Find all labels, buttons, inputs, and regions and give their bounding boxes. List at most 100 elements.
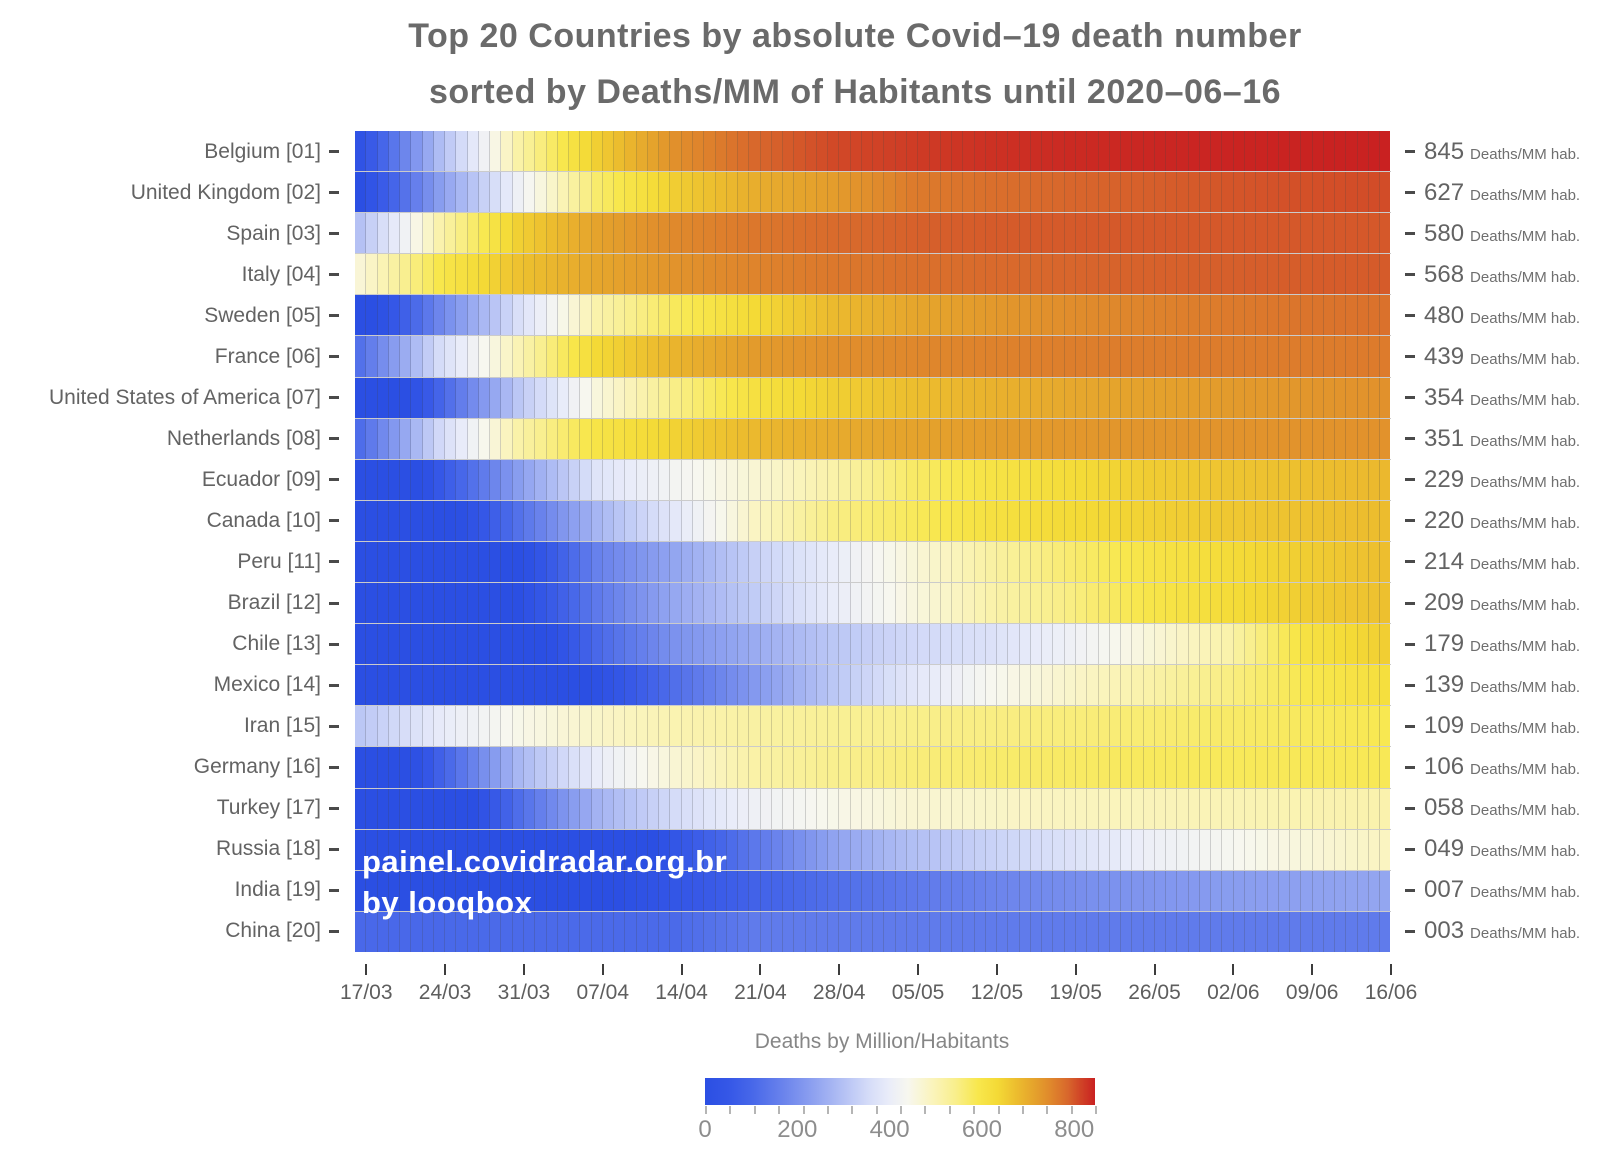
heatmap-cell [467,254,479,295]
deaths-per-mm-unit: Deaths/MM hab. [1470,473,1581,491]
heatmap-cell [467,541,479,583]
heatmap-cell [940,254,953,295]
heatmap-cell [580,911,592,952]
heatmap-cell [1109,459,1122,500]
heatmap-cell [1154,377,1167,418]
heatmap-cell [771,747,784,788]
heatmap-cell [929,788,941,829]
heatmap-cell [400,829,412,870]
heatmap-cell [1312,829,1324,870]
heatmap-cell [884,254,896,295]
heatmap-cell [670,377,682,418]
heatmap-cell [1199,418,1212,459]
heatmap-cell [1199,706,1212,747]
value-label-row: 229 Deaths/MM hab. [1391,459,1600,500]
heatmap-cell [377,418,389,459]
heatmap-cell [805,829,817,870]
heatmap-cell [1312,418,1324,459]
heatmap-cell [467,788,479,829]
heatmap-cell [681,377,693,418]
heatmap-cell [1244,336,1257,377]
heatmap-cell [569,131,581,172]
heatmap-cell [1290,583,1302,624]
heatmap-cell [726,377,739,418]
heatmap-cell [614,583,626,624]
heatmap-cell [963,172,975,213]
heatmap-cell [625,500,637,541]
heatmap-cell [974,583,986,624]
heatmap-cell [580,706,592,747]
heatmap-cell [422,459,434,500]
heatmap-cell [647,254,660,295]
heatmap-cell [1143,747,1155,788]
heatmap-cell [1335,665,1347,706]
heatmap-cell [1098,665,1110,706]
heatmap-cell [1346,500,1358,541]
heatmap-cell [388,747,401,788]
heatmap-cell [1042,911,1054,952]
heatmap-cell [771,665,784,706]
heatmap-cell [1019,624,1031,665]
heatmap-cell [456,788,468,829]
heatmap-cell [726,172,739,213]
heatmap-cell [490,254,502,295]
heatmap-cell [1323,911,1336,952]
right-tick-mark [1405,314,1415,318]
heatmap-cell [433,418,446,459]
legend-tick [753,1106,756,1114]
heatmap-cell [366,459,378,500]
heatmap-cell [1087,706,1099,747]
heatmap-cell [692,583,705,624]
heatmap-cell [1199,213,1212,254]
heatmap-cell [1312,583,1324,624]
heatmap-cell [625,131,637,172]
heatmap-cell [512,665,524,706]
heatmap-cell [625,213,637,254]
deaths-per-mm-unit: Deaths/MM hab. [1470,884,1581,902]
x-axis-date-label: 12/05 [970,981,1024,1004]
heatmap-cell [1244,706,1257,747]
y-tick-mark [329,519,339,523]
heatmap-cell [1335,336,1347,377]
right-tick-mark [1405,519,1415,523]
heatmap-cell [861,418,874,459]
heatmap-cell [704,870,716,911]
heatmap-cell [985,131,998,172]
heatmap-cell [602,500,615,541]
heatmap-cell [1323,336,1336,377]
heatmap-cell [377,665,389,706]
heatmap-cell [907,500,919,541]
heatmap-cell [1087,336,1099,377]
heatmap-cell [467,583,479,624]
heatmap-cell [1166,583,1178,624]
heatmap-cell [985,788,998,829]
deaths-per-mm-value: 580 [1424,219,1465,247]
heatmap-cell [1154,583,1167,624]
heatmap-cell [692,336,705,377]
heatmap-cell [1076,911,1088,952]
heatmap-cell [1335,500,1347,541]
heatmap-cell [726,254,739,295]
heatmap-cell [1278,541,1291,583]
heatmap-cell [411,459,423,500]
heatmap-cell [467,418,479,459]
heatmap-cell [355,624,367,665]
watermark-line-1: painel.covidradar.org.br [362,844,728,879]
heatmap-cell [355,500,367,541]
heatmap-cell [433,541,446,583]
heatmap-cell [1368,624,1381,665]
heatmap-cell [388,295,401,336]
heatmap-cell [546,377,558,418]
heatmap-cell [794,829,806,870]
heatmap-cell [1222,254,1234,295]
heatmap-cell [1008,336,1020,377]
heatmap-cell [704,459,716,500]
heatmap-cell [1346,911,1358,952]
heatmap-cell [1199,788,1212,829]
heatmap-cell [1312,870,1324,911]
heatmap-cell [670,172,682,213]
heatmap-cell [1132,254,1144,295]
heatmap-row-germany [355,747,1391,789]
heatmap-cell [1098,829,1110,870]
heatmap-cell [884,213,896,254]
